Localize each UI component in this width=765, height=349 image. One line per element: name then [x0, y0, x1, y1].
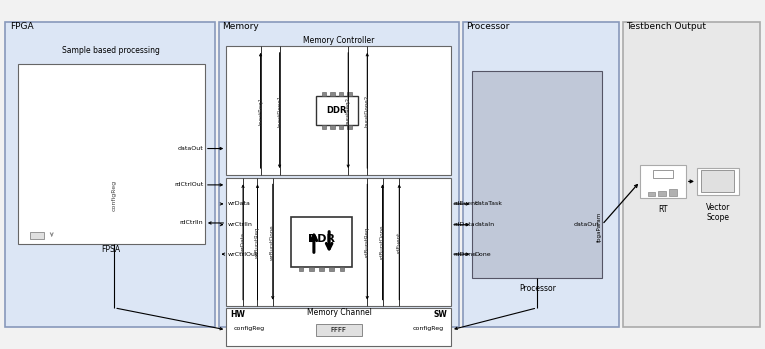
Text: rdEvent: rdEvent	[397, 231, 402, 253]
Text: wrBurstDone: wrBurstDone	[270, 224, 275, 260]
Text: FPGA: FPGA	[11, 22, 34, 31]
Bar	[319, 267, 324, 270]
Bar	[702, 170, 734, 192]
Text: Done: Done	[475, 252, 491, 257]
Text: Processor: Processor	[467, 22, 509, 31]
Bar	[18, 64, 205, 244]
Text: wrData: wrData	[240, 232, 246, 252]
Bar	[463, 22, 619, 327]
Text: DDR: DDR	[327, 106, 347, 115]
Bar	[322, 92, 327, 96]
Text: fpgaParam: fpgaParam	[597, 211, 602, 242]
Text: Testbench Output: Testbench Output	[627, 22, 706, 31]
Bar	[339, 125, 343, 129]
Text: DDR: DDR	[308, 233, 335, 244]
Text: Memory Controller: Memory Controller	[304, 36, 375, 45]
Text: dataOut: dataOut	[177, 146, 203, 151]
Text: dataIn: dataIn	[475, 222, 495, 227]
Bar	[31, 232, 44, 239]
Bar	[291, 217, 352, 267]
Bar	[640, 165, 686, 198]
Bar	[347, 125, 352, 129]
Text: wrCtrlIn: wrCtrlIn	[228, 222, 252, 227]
Bar	[226, 308, 451, 346]
Text: wrData: wrData	[228, 201, 251, 206]
Text: FFFF: FFFF	[330, 327, 347, 333]
Bar	[330, 267, 334, 270]
Text: rdCtrlIn: rdCtrlIn	[180, 221, 203, 225]
Text: burstReq1: burstReq1	[258, 96, 263, 125]
Text: configReg: configReg	[412, 326, 444, 331]
Text: burstDone1: burstDone1	[277, 94, 282, 127]
Bar	[623, 22, 760, 327]
Text: dataTask: dataTask	[475, 201, 503, 206]
Bar	[219, 22, 459, 327]
Text: dataOut: dataOut	[574, 222, 600, 227]
Text: rdBurstDone: rdBurstDone	[380, 225, 385, 259]
Bar	[226, 46, 451, 174]
Text: rdEvent: rdEvent	[454, 201, 478, 206]
Bar	[669, 189, 677, 196]
Text: Memory Channel: Memory Channel	[307, 308, 372, 317]
Bar	[339, 92, 343, 96]
Text: burstReq2: burstReq2	[346, 96, 350, 125]
Bar	[330, 92, 335, 96]
Text: HW: HW	[230, 310, 245, 319]
Bar	[226, 178, 451, 306]
Bar	[340, 267, 344, 270]
Text: rdCtrlOut: rdCtrlOut	[174, 183, 203, 187]
Text: FPSA: FPSA	[102, 245, 121, 254]
Text: Processor: Processor	[519, 283, 555, 292]
Bar	[316, 324, 362, 336]
Text: rdBurstReq: rdBurstReq	[365, 227, 369, 257]
Text: burstDone2: burstDone2	[365, 94, 369, 127]
Bar	[648, 192, 656, 196]
Bar	[659, 191, 666, 196]
Bar	[322, 125, 327, 129]
Text: RT: RT	[658, 206, 668, 215]
Text: rdData: rdData	[454, 222, 475, 227]
Text: SW: SW	[434, 310, 448, 319]
Bar	[697, 168, 739, 195]
Bar	[309, 267, 314, 270]
Bar	[347, 92, 352, 96]
Bar	[653, 170, 673, 178]
Text: configReg: configReg	[112, 180, 117, 211]
Text: configReg: configReg	[234, 326, 265, 331]
Text: wrCtrlOut: wrCtrlOut	[228, 252, 259, 257]
Text: wrBurstReq: wrBurstReq	[255, 226, 260, 258]
Bar	[316, 96, 358, 125]
Text: Sample based processing: Sample based processing	[62, 46, 160, 55]
Bar	[299, 267, 304, 270]
Text: Vector
Scope: Vector Scope	[705, 203, 730, 222]
Text: rdDone: rdDone	[454, 252, 477, 257]
Bar	[330, 125, 335, 129]
Text: Memory: Memory	[223, 22, 259, 31]
Bar	[5, 22, 215, 327]
Bar	[473, 70, 602, 279]
